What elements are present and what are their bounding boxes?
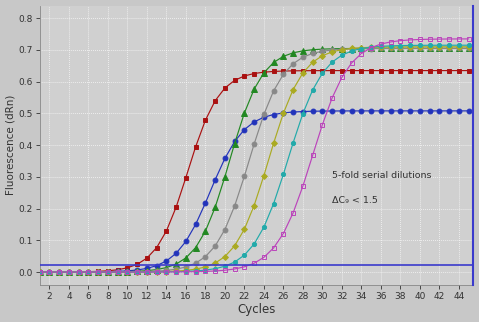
Y-axis label: Fluorescence (dRn): Fluorescence (dRn) bbox=[6, 95, 15, 195]
Text: ΔC₉ < 1.5: ΔC₉ < 1.5 bbox=[332, 196, 378, 205]
Text: 5-fold serial dilutions: 5-fold serial dilutions bbox=[332, 171, 432, 180]
X-axis label: Cycles: Cycles bbox=[238, 303, 276, 317]
